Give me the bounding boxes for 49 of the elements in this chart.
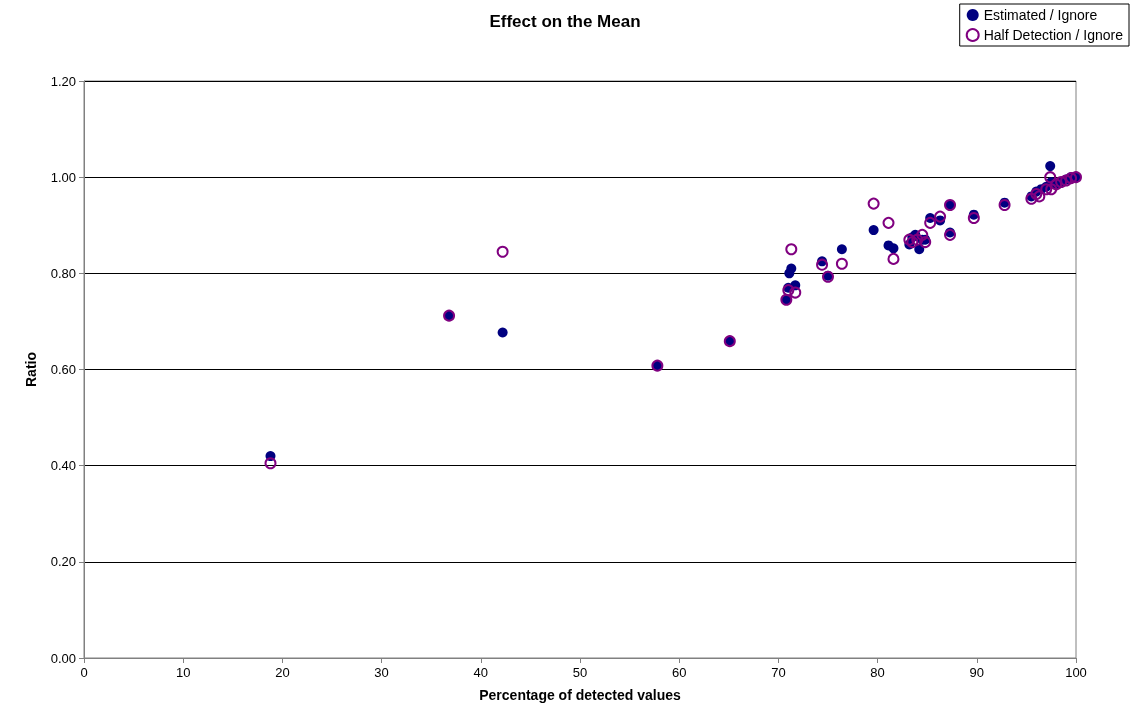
point — [1045, 183, 1058, 196]
chart-title: Effect on the Mean — [489, 12, 641, 31]
point — [789, 286, 802, 299]
x-axis-title: Percentage of detected values — [479, 687, 681, 703]
point — [887, 252, 900, 265]
point — [782, 284, 795, 297]
point — [1040, 183, 1053, 196]
point — [916, 228, 929, 241]
y-axis-title: Ratio — [23, 352, 39, 387]
x-tick-label: 50 — [572, 665, 588, 680]
x-tick-label: 20 — [275, 665, 290, 680]
y-tick-label: 0.80 — [50, 265, 76, 281]
y-tick-label: 1.00 — [50, 169, 76, 185]
point — [835, 257, 848, 270]
x-tick-label: 60 — [671, 665, 687, 680]
x-tick-label: 40 — [473, 665, 489, 680]
y-tick-label: 0.60 — [50, 362, 76, 377]
point — [919, 236, 932, 249]
point — [816, 258, 829, 271]
point — [264, 457, 277, 470]
y-tick-label: 0.40 — [50, 458, 76, 474]
point — [924, 216, 937, 229]
x-tick-label: 90 — [969, 665, 985, 680]
point — [867, 197, 880, 210]
point — [1045, 161, 1056, 172]
point — [911, 233, 924, 246]
point — [998, 199, 1011, 212]
y-tick-label: 1.20 — [50, 73, 76, 89]
x-tick-label: 80 — [870, 665, 885, 680]
x-tick-label: 30 — [374, 665, 389, 680]
x-tick-label: 70 — [771, 665, 786, 680]
legend-label: Half Detection / Ignore — [983, 27, 1124, 43]
point — [1044, 171, 1057, 184]
y-tick-label: 0.20 — [50, 554, 76, 570]
x-tick-label: 10 — [175, 665, 191, 680]
point — [786, 263, 797, 274]
legend-label: Estimated / Ignore — [983, 7, 1098, 23]
y-tick-label: 0.00 — [50, 650, 76, 666]
x-tick-label: 0 — [80, 665, 88, 680]
point — [934, 210, 947, 223]
point — [836, 244, 847, 255]
x-tick-label: 100 — [1065, 665, 1087, 680]
point — [785, 243, 798, 256]
point — [497, 327, 508, 338]
point — [888, 243, 899, 254]
point — [496, 245, 509, 258]
point — [967, 212, 980, 225]
point — [868, 225, 879, 236]
point — [882, 216, 895, 229]
